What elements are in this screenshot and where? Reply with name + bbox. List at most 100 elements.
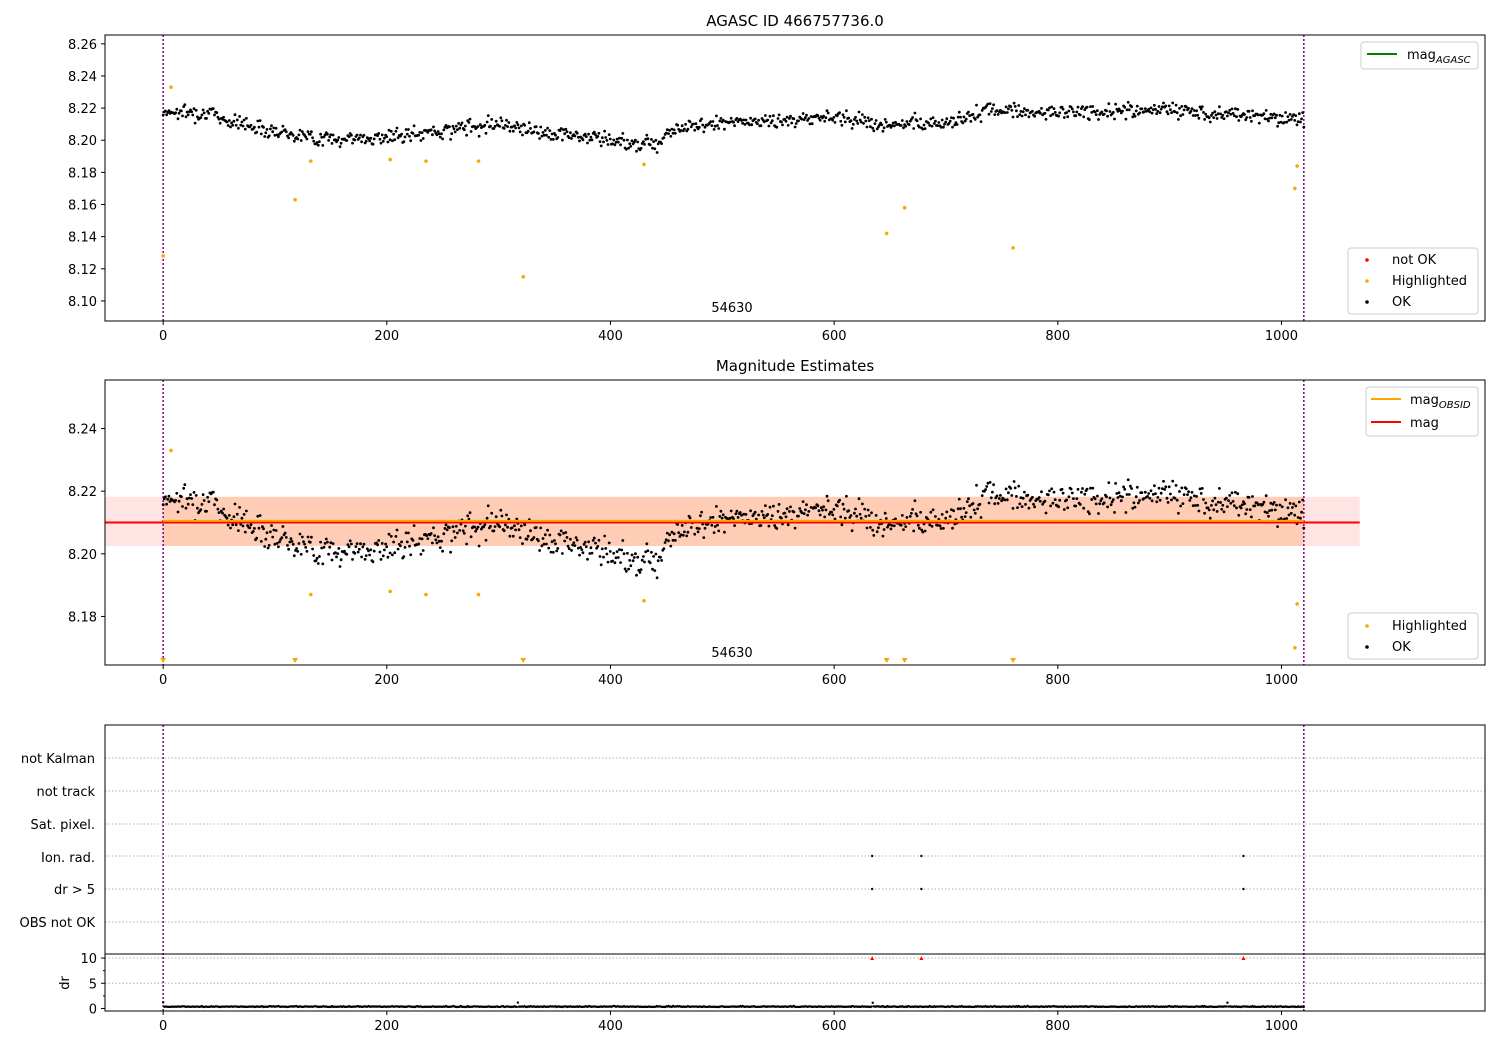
ok-point (1108, 496, 1112, 500)
ok-point (542, 542, 546, 546)
ok-point (1262, 112, 1266, 116)
ok-point (295, 547, 298, 550)
ok-point (1285, 120, 1289, 124)
ok-point (1212, 116, 1216, 119)
ok-point (418, 131, 422, 134)
ok-point (1097, 118, 1100, 121)
ok-point (1188, 499, 1192, 502)
ok-point (376, 543, 379, 547)
ok-point (545, 542, 548, 546)
ok-point (205, 117, 208, 120)
ok-point (808, 122, 812, 126)
ok-point (856, 122, 860, 125)
ok-point (1171, 101, 1175, 105)
ok-point (665, 128, 669, 132)
ok-point (980, 109, 984, 112)
ok-point (863, 115, 867, 119)
ok-point (703, 125, 707, 129)
ok-point (1060, 487, 1064, 491)
ok-point (1135, 485, 1139, 489)
ok-point (1024, 113, 1027, 117)
ok-point (1178, 106, 1181, 110)
ok-point (1163, 488, 1167, 491)
ok-point (938, 524, 942, 528)
ok-point (546, 528, 549, 532)
ok-point (1016, 115, 1019, 118)
ok-point (1236, 108, 1240, 111)
ok-point (816, 504, 820, 508)
ok-point (735, 509, 739, 513)
ok-point (1218, 105, 1221, 109)
ok-point (1257, 121, 1261, 125)
ok-point (564, 127, 568, 131)
ok-point (1024, 503, 1027, 506)
ok-point (417, 133, 421, 137)
highlighted-point (642, 162, 646, 167)
ok-point (1189, 496, 1193, 500)
ok-point (1140, 491, 1144, 494)
ok-point (804, 508, 807, 512)
ok-point (1244, 512, 1248, 516)
ok-point (1048, 489, 1051, 493)
ok-point (553, 539, 556, 542)
ok-point (817, 509, 821, 513)
ok-point (1147, 107, 1151, 111)
ok-point (931, 508, 935, 512)
ok-point (1269, 112, 1273, 116)
ok-point (1021, 496, 1025, 500)
ok-point (1040, 107, 1043, 110)
ok-point (291, 542, 295, 546)
ok-point (258, 119, 262, 122)
ok-point (809, 506, 813, 509)
ok-point (363, 557, 367, 561)
ok-point (239, 123, 243, 127)
ok-point (569, 537, 572, 541)
ok-point (967, 110, 970, 114)
ok-point (971, 113, 975, 116)
ok-point (1023, 490, 1026, 494)
ok-point (841, 113, 845, 117)
ok-point (556, 136, 560, 139)
ok-point (629, 144, 633, 148)
ok-point (905, 120, 909, 123)
x-tick-label: 1000 (1265, 673, 1298, 688)
ok-point (226, 124, 230, 127)
ok-point (1012, 101, 1016, 105)
ok-point (839, 515, 843, 519)
ok-point (596, 545, 600, 548)
ok-point (174, 499, 178, 502)
ok-point (702, 130, 706, 134)
ok-point (543, 129, 547, 132)
ok-point (1220, 116, 1224, 119)
ok-point (1075, 110, 1079, 114)
ok-point (1062, 508, 1066, 511)
ok-point (584, 545, 588, 549)
ok-point (605, 552, 609, 556)
ok-point (1299, 516, 1302, 520)
ok-point (1203, 118, 1206, 121)
ok-point (651, 567, 654, 571)
ok-point (192, 107, 196, 111)
ok-point (618, 548, 621, 551)
dr-point (162, 1001, 165, 1004)
ok-point (1214, 113, 1218, 117)
ok-point (570, 549, 573, 552)
ok-point (870, 511, 873, 515)
ok-point (824, 508, 828, 512)
ok-point (592, 130, 596, 134)
ok-point (338, 565, 342, 568)
ok-point (613, 561, 617, 565)
ok-point (985, 485, 989, 488)
ok-point (454, 524, 458, 528)
ok-point (655, 151, 659, 154)
ok-point (460, 121, 464, 125)
ok-point (1270, 508, 1274, 512)
ok-point (939, 527, 943, 530)
ok-point (1296, 516, 1300, 519)
ok-point (623, 567, 627, 571)
ok-point (369, 136, 373, 140)
ok-point (381, 139, 385, 143)
ok-point (611, 559, 614, 563)
ok-point (419, 552, 423, 556)
y-tick-label: 8.10 (68, 295, 97, 310)
